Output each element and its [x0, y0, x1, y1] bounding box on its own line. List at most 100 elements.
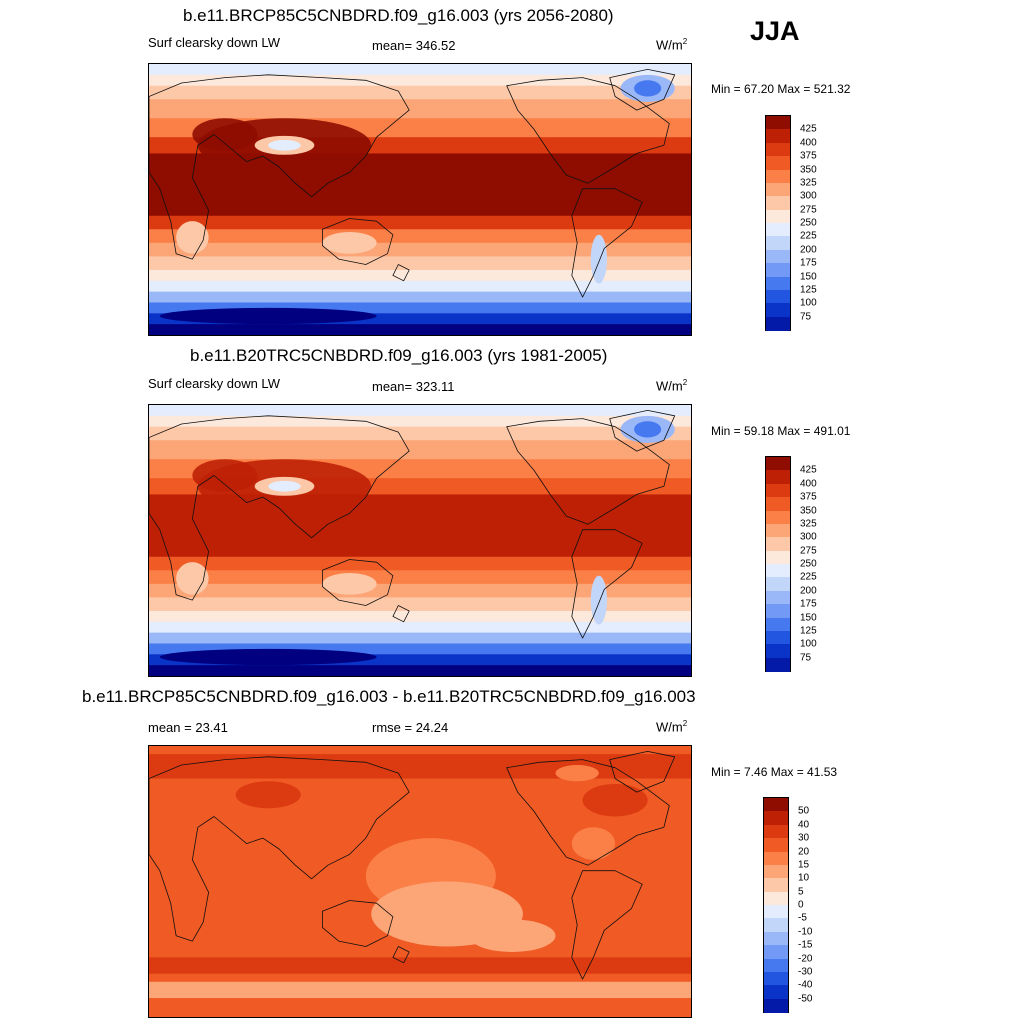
panel1-map	[148, 63, 692, 336]
panel2-mean: mean= 323.11	[372, 379, 455, 394]
panel2-colorbar-swatch	[766, 617, 790, 632]
panel3-ocean-region	[571, 827, 616, 860]
panel3-colorbar-tick-label: -5	[798, 912, 807, 924]
panel2-band	[149, 440, 691, 461]
panel1-band	[149, 302, 691, 315]
panel3-colorbar-swatch	[764, 945, 788, 959]
panel3-colorbar-swatch	[764, 811, 788, 826]
panel1-colorbar-swatch	[766, 276, 790, 291]
panel2-coastline	[506, 418, 670, 525]
panel2-colorbar-tick-label: 75	[800, 652, 812, 664]
panel1-colorbar: 425 400 375 350 325 300 275 250 225 200 175 150 125 1…	[765, 115, 817, 331]
panel2-colorbar-swatch	[766, 564, 790, 578]
panel2-colorbar-swatch	[766, 644, 790, 659]
panel1-coastline	[321, 218, 394, 265]
panel3-rmse: rmse = 24.24	[372, 720, 449, 735]
panel1-colorbar-tick-label: 100	[800, 297, 817, 309]
panel2-title: b.e11.B20TRC5CNBDRD.f09_g16.003 (yrs 198…	[190, 346, 608, 365]
panel1-warm-region	[192, 118, 258, 151]
panel1-colorbar-tick-label: 250	[800, 217, 817, 229]
panel2-band	[149, 597, 691, 612]
panel1-band	[149, 229, 691, 244]
panel1-colorbar-swatch	[766, 116, 790, 130]
panel1-map-field	[149, 64, 691, 335]
panel2-colorbar-swatch	[766, 537, 790, 552]
panel2-antarctic-low	[159, 648, 377, 666]
panel3-coastline	[149, 756, 410, 942]
panel1-coastline	[609, 69, 676, 111]
panel1-colorbar-tick-label: 425	[800, 123, 817, 135]
panel2-coastline	[609, 410, 676, 452]
panel3-band	[149, 754, 691, 779]
panel1-variable-label: Surf clearsky down LW	[148, 35, 280, 50]
panel1-units: W/m2	[656, 37, 688, 53]
panel2-units: W/m2	[656, 378, 688, 394]
panel2-colorbar-swatch	[766, 604, 790, 618]
panel3-colorbar-tick-label: 20	[798, 846, 810, 857]
panel3-colorbar-swatch	[764, 958, 788, 973]
panel3-colorbar-tick-label: -15	[798, 939, 813, 951]
panel3-colorbar-swatch	[764, 918, 788, 933]
panel1-antarctic-low	[159, 307, 377, 325]
panel1-colorbar-swatch	[766, 209, 790, 224]
panel3-minmax: Min = 7.46 Max = 41.53	[711, 765, 838, 779]
panel3-colorbar-swatch	[764, 985, 788, 1000]
panel2-band	[149, 621, 691, 634]
panel3-units: W/m2	[656, 719, 688, 735]
panel3-coastline	[506, 759, 670, 866]
panel2-colorbar-swatch	[766, 657, 790, 672]
panel2-colorbar-swatch	[766, 510, 790, 525]
panel1-colorbar-swatch	[766, 316, 790, 331]
panel1-greenland-ice	[634, 80, 662, 97]
panel1-colorbar-swatch	[766, 236, 790, 251]
panel2-map	[148, 404, 692, 677]
panel1-colorbar-tick-label: 150	[800, 271, 817, 282]
panel1-coastline	[506, 77, 670, 184]
panel2-colorbar-tick-label: 400	[800, 478, 817, 490]
panel1-colorbar-tick-label: 400	[800, 137, 817, 149]
panel1-colorbar-swatch	[766, 142, 790, 157]
panel2-coastline	[149, 415, 410, 601]
panel2-greenland-ice	[634, 421, 662, 438]
panel3-coastline	[571, 870, 643, 980]
panel3-band	[149, 957, 691, 974]
panel1-coastline	[392, 264, 410, 282]
panel2-plateau	[268, 480, 301, 492]
panel1-mean: mean= 346.52	[372, 38, 456, 53]
panel3-coastline	[321, 900, 394, 947]
panel2-colorbar-tick-label: 375	[800, 491, 817, 503]
panel3-colorbar-tick-label: -20	[798, 953, 813, 964]
panel3-title: b.e11.BRCP85C5CNBDRD.f09_g16.003 - b.e11…	[82, 687, 696, 706]
panel1-band	[149, 269, 691, 282]
panel3-colorbar-swatch	[764, 931, 788, 946]
panel1-colorbar-swatch	[766, 129, 790, 144]
panel1-colorbar-tick-label: 75	[800, 311, 812, 323]
panel1-coastline	[149, 74, 410, 260]
panel1-band	[149, 99, 691, 120]
panel3-map-field	[149, 746, 691, 1017]
panel1-colorbar-swatch	[766, 223, 790, 237]
panel2-colorbar-swatch	[766, 523, 790, 538]
panel2-band	[149, 632, 691, 645]
panel2-colorbar-swatch	[766, 590, 790, 605]
panel1-coastline	[571, 188, 643, 298]
panel1-band	[149, 74, 691, 87]
panel2-colorbar-swatch	[766, 577, 790, 592]
panel2-colorbar-swatch	[766, 497, 790, 511]
panel1-minmax: Min = 67.20 Max = 521.32	[711, 82, 851, 96]
season-label: JJA	[750, 16, 800, 46]
panel1-plateau	[268, 139, 301, 151]
panel3-colorbar-swatch	[764, 798, 788, 812]
panel2-colorbar-tick-label: 350	[800, 505, 817, 516]
panel2-band	[149, 583, 691, 599]
panel3-colorbar: 50 40 30 20 15 10 5 0 -5 -10 -15 -20 -30 -40 -50	[763, 797, 812, 1013]
panel2-variable-label: Surf clearsky down LW	[148, 376, 280, 391]
panel2-colorbar-swatch	[766, 550, 790, 565]
panel3-colorbar-swatch	[764, 905, 788, 919]
panel3-coastline	[609, 751, 676, 793]
panel3-land-region	[582, 783, 648, 817]
panel2-band	[149, 654, 691, 667]
panel1-colorbar-swatch	[766, 249, 790, 264]
panel3-colorbar-swatch	[764, 864, 788, 879]
panel1-colorbar-tick-label: 225	[800, 230, 817, 242]
